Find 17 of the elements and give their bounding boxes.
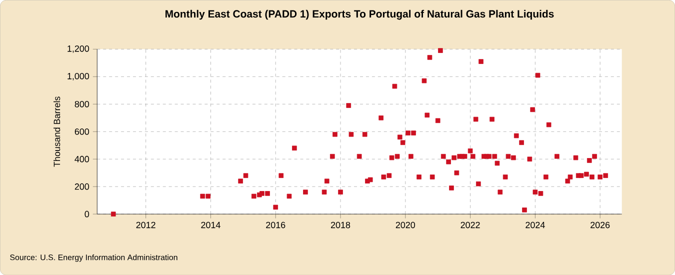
chart-title: Monthly East Coast (PADD 1) Exports To Portugal of Natural Gas Plant Liquids bbox=[166, 10, 554, 20]
y-tick-label: 1,200 bbox=[68, 45, 90, 53]
x-tick-label: 2018 bbox=[330, 222, 350, 228]
x-tick-label: 2024 bbox=[526, 222, 545, 228]
x-tick-label: 2014 bbox=[201, 222, 220, 228]
y-tick-label: 800 bbox=[74, 100, 90, 108]
x-tick-label: 2020 bbox=[396, 222, 416, 228]
y-tick-label: 200 bbox=[74, 183, 90, 190]
y-tick-label: 0 bbox=[84, 210, 90, 218]
y-tick-label: 400 bbox=[74, 156, 90, 162]
x-tick-label: 2026 bbox=[590, 222, 610, 228]
x-tick-label: 2016 bbox=[266, 222, 286, 228]
y-tick-label: 600 bbox=[74, 128, 90, 135]
y-axis-title: Thousand Barrels bbox=[54, 96, 60, 167]
x-tick-label: 2022 bbox=[460, 222, 480, 228]
x-tick-label: 2012 bbox=[136, 222, 156, 228]
y-tick-label: 1,000 bbox=[68, 72, 90, 80]
